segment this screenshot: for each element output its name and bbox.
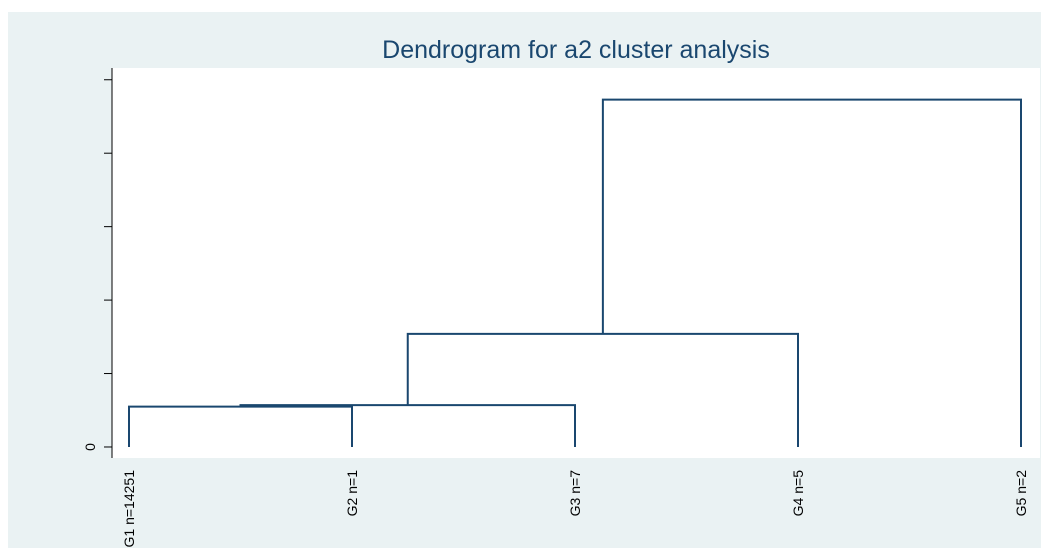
- plot-region: [112, 68, 1040, 458]
- dendrogram-link: [128, 405, 353, 447]
- leaf-label: G3 n=7: [567, 470, 583, 517]
- dendrogram-link: [406, 332, 799, 447]
- y-tick-label: 0: [82, 443, 98, 451]
- dendrogram-link: [239, 404, 576, 447]
- dendrogram-link: [601, 98, 1022, 447]
- leaf-label: G4 n=5: [790, 470, 806, 517]
- leaf-label: G1 n=14251: [121, 470, 137, 548]
- chart-title: Dendrogram for a2 cluster analysis: [382, 36, 770, 64]
- leaf-label: G2 n=1: [344, 470, 360, 517]
- leaf-label: G5 n=2: [1013, 470, 1029, 517]
